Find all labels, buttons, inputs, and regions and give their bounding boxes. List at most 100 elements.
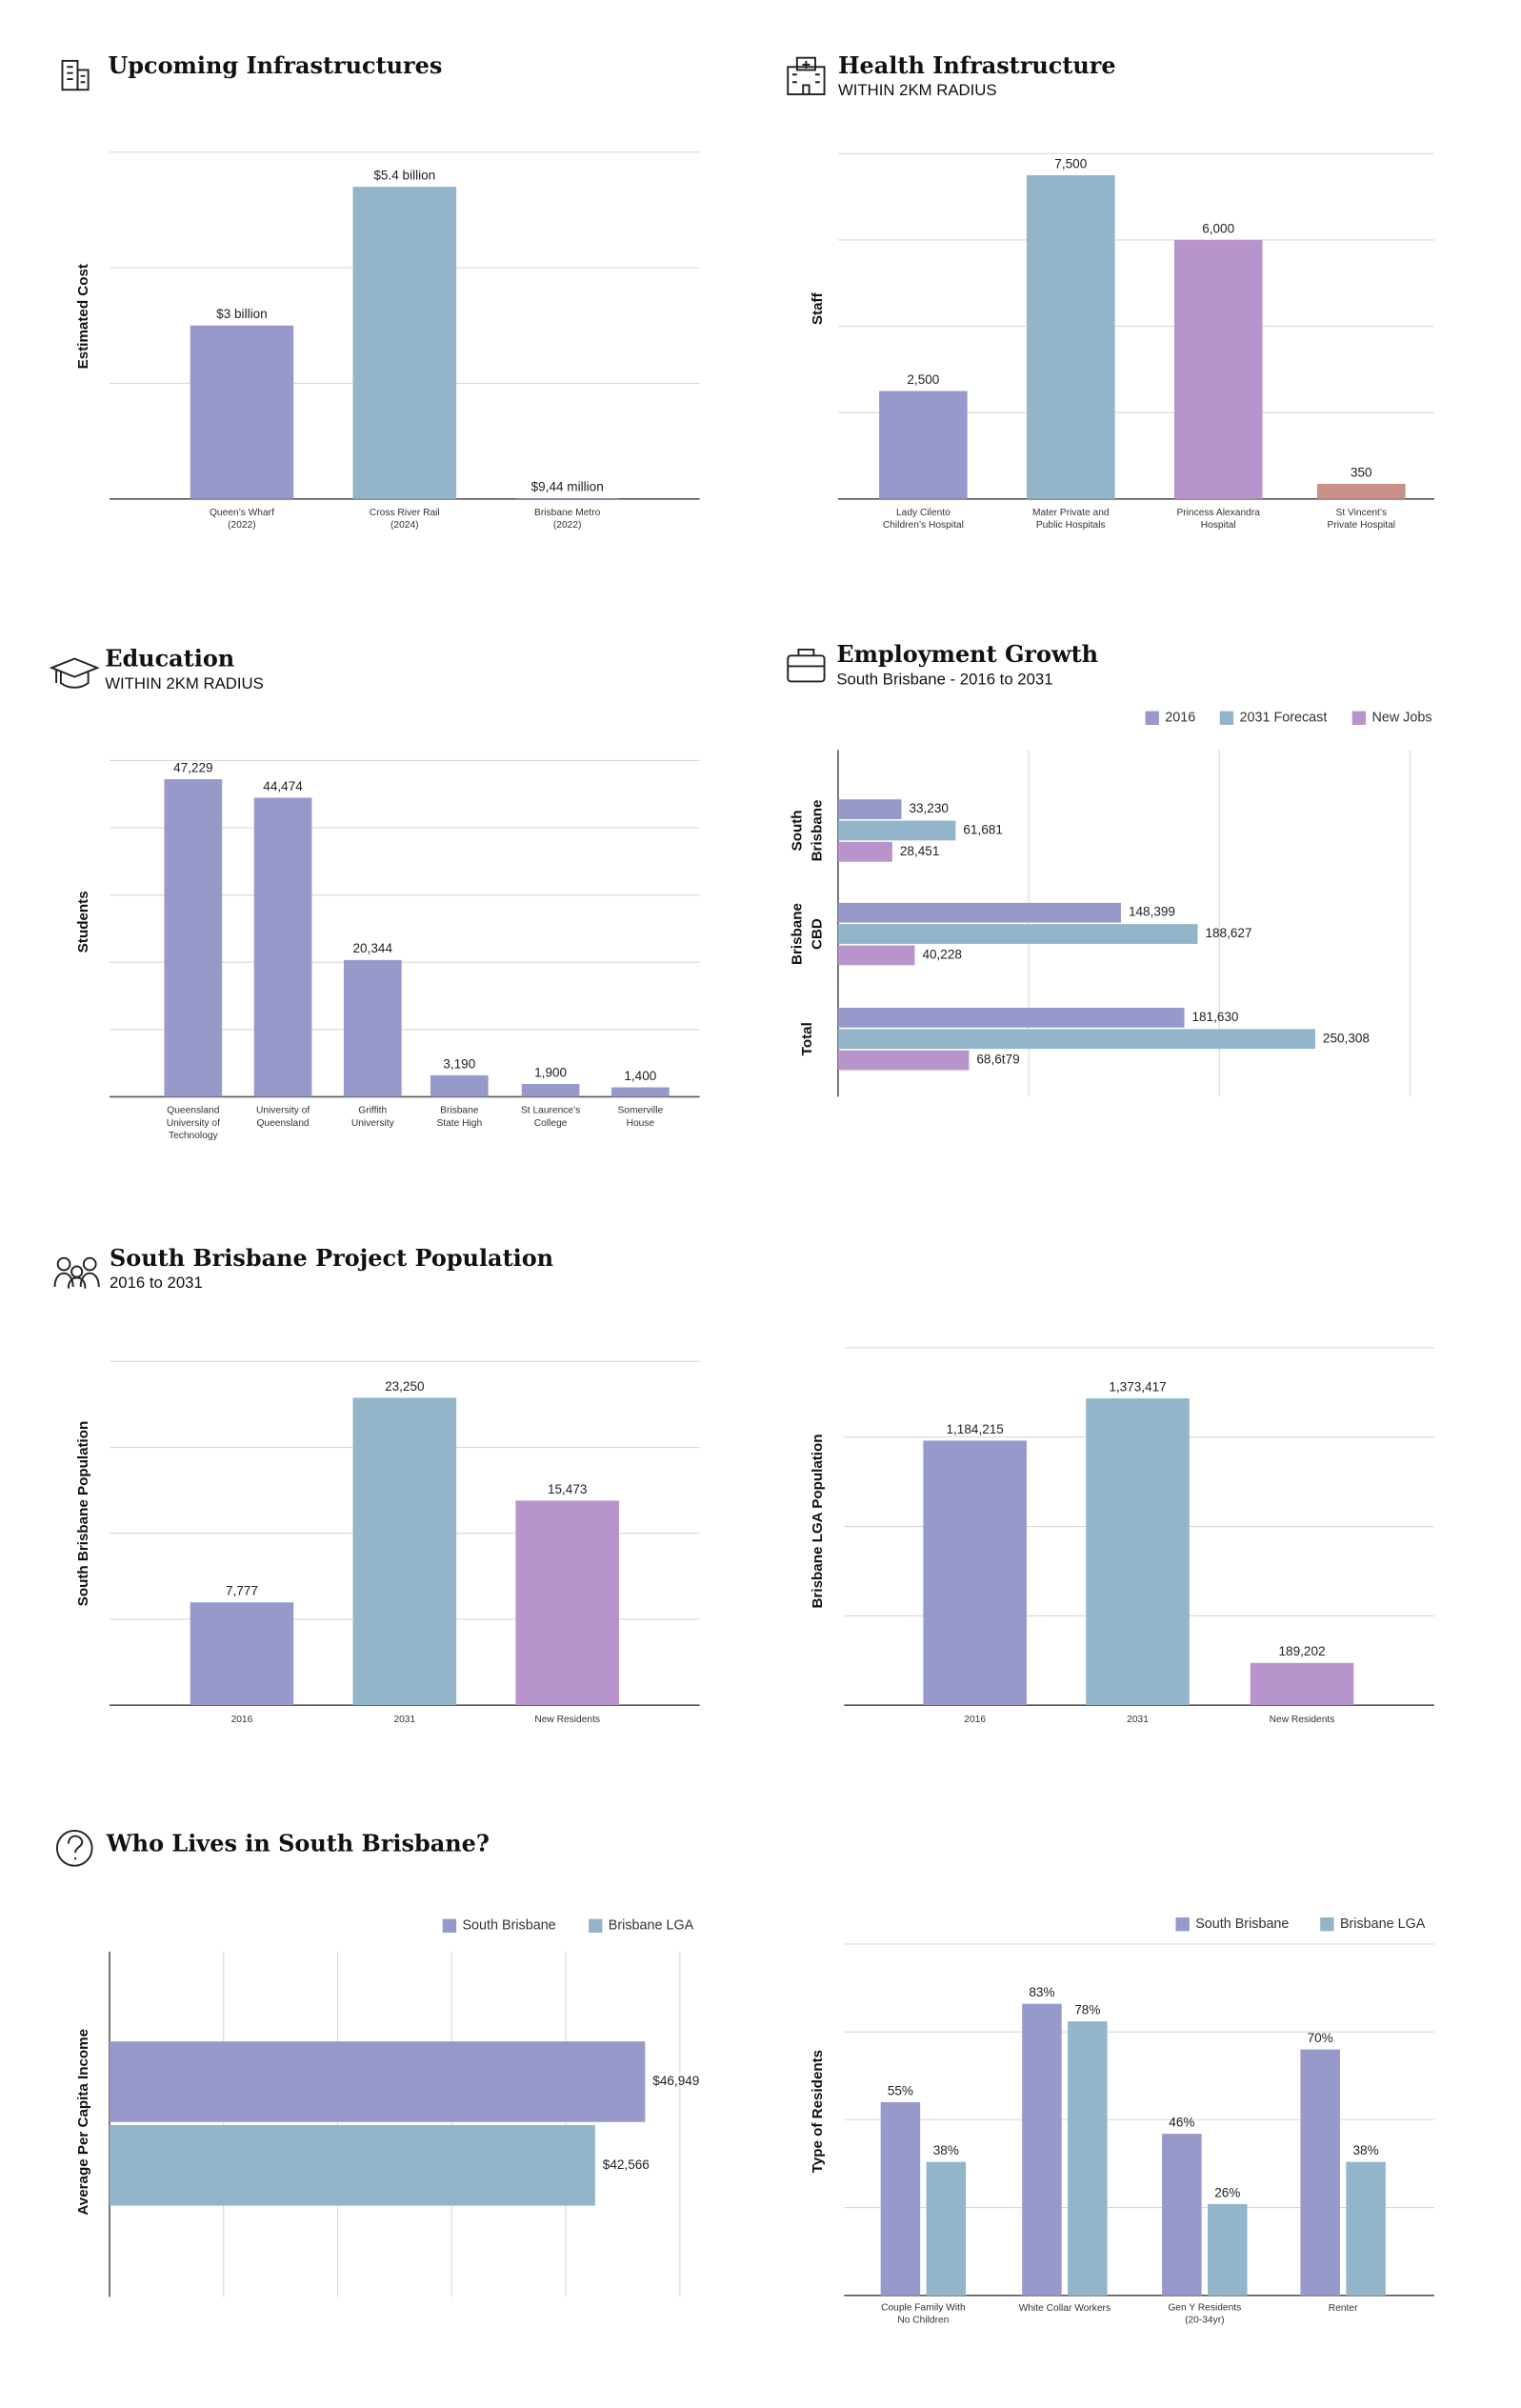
chart-title: Health Infrastructure bbox=[838, 52, 1116, 79]
category-label: Cross River Rail (2024) bbox=[370, 508, 440, 531]
legend-swatch bbox=[1219, 711, 1234, 725]
bar bbox=[837, 1007, 1185, 1028]
bar bbox=[837, 924, 1198, 944]
value-label: $46,949 bbox=[652, 2074, 699, 2088]
legend-label: South Brisbane bbox=[1195, 1916, 1289, 1932]
value-label: 28,451 bbox=[900, 844, 939, 858]
value-label: 47,229 bbox=[173, 760, 212, 774]
value-label: 68,6t79 bbox=[976, 1053, 1019, 1067]
bar bbox=[1346, 2161, 1386, 2296]
value-label: 250,308 bbox=[1323, 1031, 1370, 1045]
category-label: Lady Cilento Children’s Hospital bbox=[883, 508, 964, 531]
legend-swatch bbox=[1175, 1916, 1190, 1932]
category-label: Brisbane State High bbox=[436, 1106, 482, 1129]
value-label: 188,627 bbox=[1205, 926, 1251, 940]
chart-title: Education bbox=[105, 646, 234, 672]
bar bbox=[1208, 2203, 1248, 2296]
bar bbox=[837, 799, 902, 819]
axis-title: Estimated Cost bbox=[75, 264, 91, 369]
legend-swatch bbox=[1145, 711, 1159, 725]
category-label: St Vincent’s Private Hospital bbox=[1328, 508, 1396, 531]
legend-swatch bbox=[589, 1918, 603, 1933]
bar bbox=[343, 959, 402, 1097]
category-label: Gen Y Residents (20-34yr) bbox=[1168, 2303, 1241, 2326]
bar bbox=[1086, 1398, 1190, 1706]
bar bbox=[1250, 1662, 1354, 1706]
value-label: 350 bbox=[1351, 465, 1372, 479]
icon-graduation bbox=[49, 657, 100, 689]
axis-title: South Brisbane Population bbox=[75, 1421, 91, 1607]
legend-swatch bbox=[1320, 1916, 1334, 1932]
bar bbox=[879, 391, 968, 499]
category-label: 2031 bbox=[393, 1715, 415, 1725]
category-label: Somerville House bbox=[617, 1106, 663, 1129]
value-label: 1,900 bbox=[534, 1065, 567, 1079]
value-label: 7,500 bbox=[1054, 156, 1087, 171]
bar bbox=[1173, 239, 1263, 499]
legend-swatch bbox=[442, 1918, 457, 1933]
value-label: 189,202 bbox=[1279, 1644, 1326, 1658]
category-label: University of Queensland bbox=[256, 1106, 310, 1129]
value-label: 3,190 bbox=[443, 1056, 475, 1071]
value-label: 38% bbox=[933, 2143, 959, 2157]
value-label: 55% bbox=[888, 2083, 913, 2097]
value-label: 15,473 bbox=[548, 1482, 587, 1496]
value-label: $3 billion bbox=[216, 307, 268, 321]
value-label: 46% bbox=[1169, 2116, 1194, 2130]
bar bbox=[352, 1397, 457, 1706]
value-label: 40,228 bbox=[922, 947, 961, 961]
bar bbox=[1022, 2003, 1062, 2296]
value-label: 7,777 bbox=[226, 1584, 258, 1598]
bar bbox=[1068, 2021, 1108, 2296]
value-label: $5.4 billion bbox=[373, 169, 435, 183]
axis-title: Average Per Capita Income bbox=[75, 2029, 91, 2216]
value-label: 26% bbox=[1214, 2185, 1240, 2199]
value-label: 61,681 bbox=[963, 823, 1002, 837]
icon-people bbox=[53, 1256, 100, 1289]
legend-label: Brisbane LGA bbox=[1340, 1916, 1426, 1932]
chart-subtitle: South Brisbane - 2016 to 2031 bbox=[836, 670, 1052, 688]
category-label: Queensland University of Technology bbox=[167, 1106, 220, 1142]
bar bbox=[1300, 2049, 1340, 2296]
bar bbox=[515, 498, 619, 499]
bar bbox=[837, 820, 956, 841]
chart-title: South Brisbane Project Population bbox=[110, 1245, 553, 1272]
bar bbox=[837, 1050, 970, 1071]
category-label: Total bbox=[799, 1022, 815, 1055]
category-label: 2031 bbox=[1127, 1715, 1149, 1725]
bar bbox=[837, 841, 892, 862]
value-label: 1,373,417 bbox=[1109, 1379, 1166, 1394]
category-label: White Collar Workers bbox=[1019, 2303, 1111, 2314]
chart-title: Employment Growth bbox=[836, 641, 1098, 668]
legend-label: South Brisbane bbox=[462, 1918, 555, 1934]
category-label: Queen’s Wharf (2022) bbox=[210, 508, 274, 531]
value-label: 78% bbox=[1074, 2002, 1100, 2017]
legend-label: 2031 Forecast bbox=[1240, 711, 1328, 726]
category-label: Mater Private and Public Hospitals bbox=[1032, 508, 1110, 531]
icon-hospital bbox=[787, 56, 826, 95]
category-label: Brisbane Metro (2022) bbox=[534, 508, 601, 531]
bar bbox=[880, 2101, 921, 2296]
value-label: 1,184,215 bbox=[947, 1422, 1004, 1436]
category-label: Renter bbox=[1329, 2303, 1358, 2314]
legend-label: Brisbane LGA bbox=[609, 1918, 694, 1934]
category-label: St Laurence’s College bbox=[521, 1106, 580, 1129]
value-label: 38% bbox=[1353, 2143, 1379, 2157]
value-label: 83% bbox=[1029, 1985, 1054, 1999]
legend-swatch bbox=[1351, 711, 1367, 725]
icon-question bbox=[55, 1829, 93, 1867]
icon-building bbox=[61, 59, 90, 91]
value-label: 23,250 bbox=[385, 1379, 425, 1394]
axis-title: Students bbox=[75, 891, 91, 953]
value-label: 44,474 bbox=[263, 779, 303, 793]
bar bbox=[1316, 483, 1406, 499]
axis-title: Type of Residents bbox=[810, 2050, 826, 2173]
value-label: 70% bbox=[1308, 2031, 1333, 2045]
bar bbox=[1162, 2134, 1202, 2296]
category-label: 2016 bbox=[964, 1715, 986, 1725]
value-label: 1,400 bbox=[624, 1069, 656, 1083]
axis-title: Brisbane LGA Population bbox=[810, 1434, 826, 1608]
legend-label: New Jobs bbox=[1371, 711, 1431, 726]
